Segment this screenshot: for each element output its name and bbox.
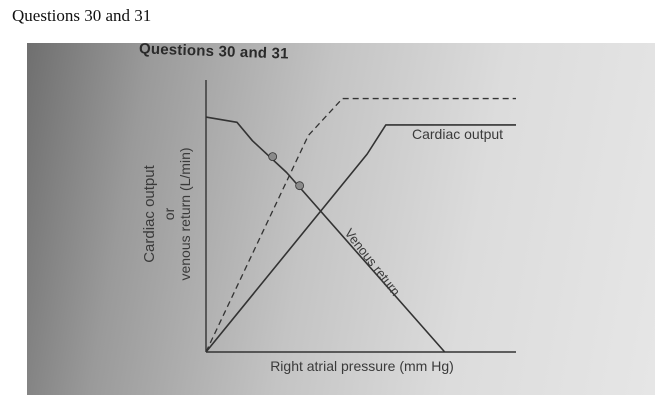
- cardiac-output-curve: [205, 124, 516, 353]
- series-layer: [205, 97, 516, 353]
- axes: [205, 80, 516, 353]
- chart: Cardiac output or venous return (L/min) …: [141, 80, 516, 374]
- venous-return-curve: [205, 116, 446, 353]
- y-axis-label-line-3: venous return (L/min): [177, 147, 193, 280]
- venous-return-label: Venous return: [342, 226, 404, 299]
- points-layer: [268, 152, 305, 191]
- textbook-photo: Questions 30 and 31 Cardiac output or ve…: [27, 43, 655, 395]
- document-heading: Questions 30 and 31: [12, 6, 152, 25]
- y-axis-label-line-2: or: [161, 207, 177, 220]
- dashed-cardiac-output-curve: [205, 97, 516, 353]
- intersection-point-1: [268, 152, 278, 162]
- x-axis-label: Right atrial pressure (mm Hg): [270, 358, 454, 374]
- intersection-point-2: [295, 181, 305, 191]
- cardiac-output-label: Cardiac output: [412, 126, 503, 142]
- y-axis-label-line-1: Cardiac output: [141, 164, 158, 262]
